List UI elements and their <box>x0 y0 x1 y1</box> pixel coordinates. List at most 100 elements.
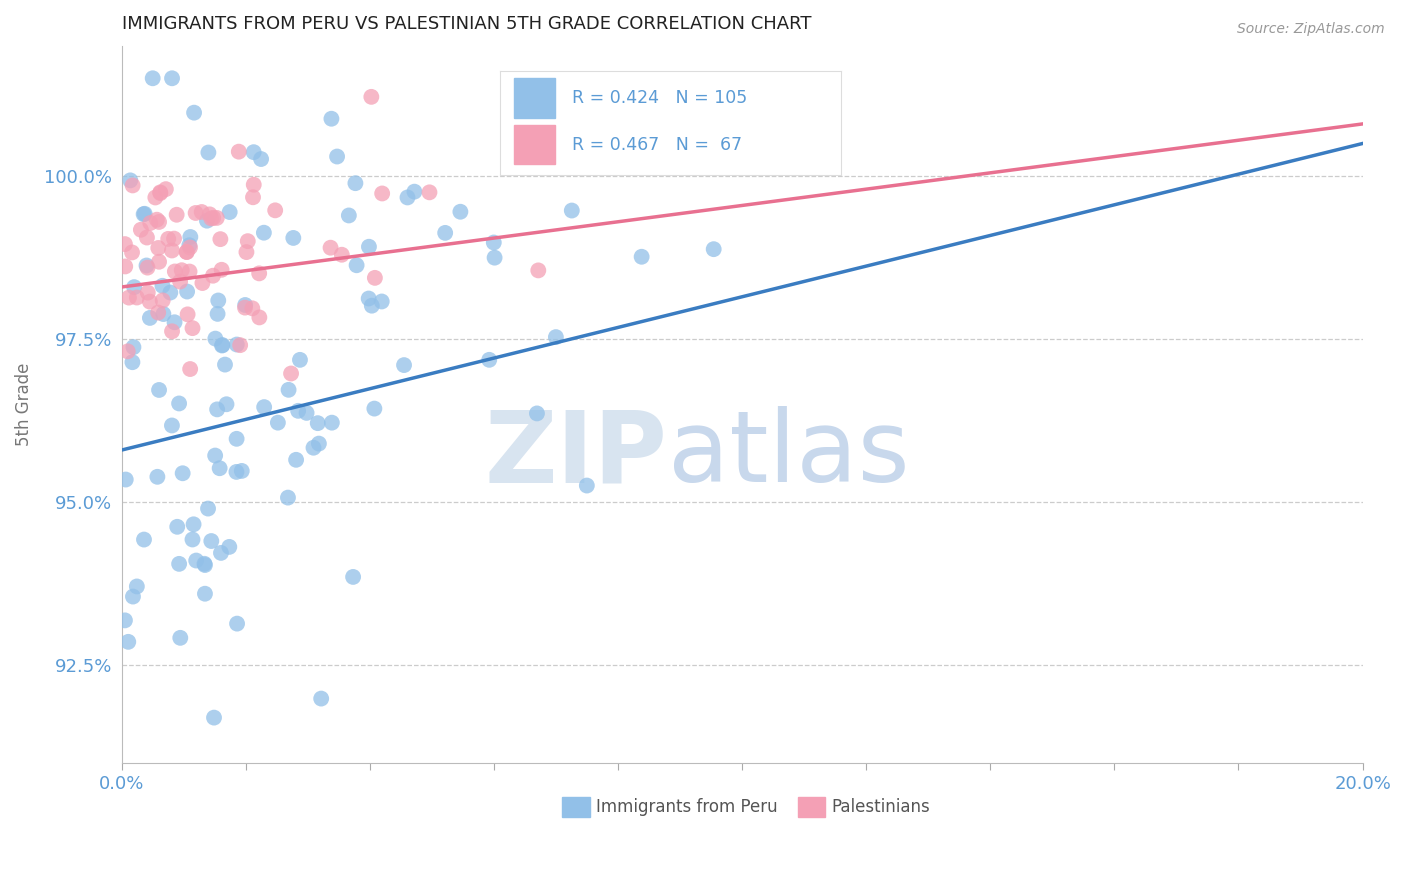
Point <box>191 276 214 290</box>
Point <box>190 205 212 219</box>
Bar <box>799 797 825 817</box>
Point <box>205 402 228 417</box>
Point <box>200 211 222 226</box>
Point <box>321 112 343 126</box>
Point <box>396 190 419 204</box>
Point <box>207 293 229 308</box>
Point <box>277 491 299 505</box>
Point <box>201 268 224 283</box>
Point <box>344 176 367 190</box>
Point <box>183 517 205 532</box>
Point <box>319 241 342 255</box>
Point <box>121 355 143 369</box>
Text: Palestinians: Palestinians <box>831 797 931 816</box>
Point <box>308 436 330 450</box>
Point <box>176 307 198 321</box>
Point <box>122 280 145 294</box>
Point <box>176 285 198 299</box>
Point <box>482 235 505 250</box>
Point <box>125 579 148 593</box>
Point <box>193 557 215 571</box>
Point <box>371 186 394 201</box>
Point <box>122 340 145 354</box>
Point <box>136 285 159 300</box>
Point <box>360 90 382 104</box>
Point <box>703 242 725 256</box>
Point <box>166 208 188 222</box>
Point <box>148 241 170 255</box>
Point <box>169 275 191 289</box>
Point <box>285 452 308 467</box>
Point <box>159 285 181 300</box>
Point <box>209 232 232 246</box>
Point <box>176 244 198 259</box>
Point <box>231 464 253 478</box>
Point <box>129 223 152 237</box>
Point <box>143 190 166 204</box>
Point <box>247 310 270 325</box>
Point <box>211 338 233 352</box>
Point <box>307 416 329 430</box>
Point <box>233 298 256 312</box>
Point <box>208 461 231 475</box>
Point <box>183 105 205 120</box>
Point <box>209 546 232 560</box>
Point <box>225 432 247 446</box>
Point <box>527 263 550 277</box>
Point <box>233 301 256 315</box>
Point <box>342 570 364 584</box>
Point <box>204 332 226 346</box>
Text: Immigrants from Peru: Immigrants from Peru <box>596 797 778 816</box>
Point <box>247 266 270 280</box>
Point <box>593 161 616 175</box>
Point <box>149 186 172 201</box>
Point <box>225 465 247 479</box>
Point <box>242 178 264 192</box>
Point <box>561 203 583 218</box>
Point <box>155 182 177 196</box>
Bar <box>562 797 589 817</box>
Point <box>139 294 162 309</box>
Point <box>152 293 174 308</box>
Point <box>202 711 225 725</box>
Point <box>114 613 136 627</box>
Point <box>218 205 240 219</box>
Point <box>132 207 155 221</box>
Point <box>267 416 290 430</box>
Point <box>205 211 228 225</box>
Point <box>148 254 170 268</box>
Point <box>136 260 159 275</box>
Text: ZIP: ZIP <box>485 406 668 503</box>
Point <box>139 216 162 230</box>
Point <box>253 400 276 414</box>
Point <box>166 520 188 534</box>
Point <box>434 226 457 240</box>
Point <box>146 212 169 227</box>
Point <box>114 237 136 252</box>
Point <box>215 397 238 411</box>
Point <box>136 230 159 244</box>
Point <box>194 558 217 572</box>
Point <box>283 231 305 245</box>
Point <box>225 337 247 351</box>
Point <box>142 71 165 86</box>
Point <box>172 467 194 481</box>
Point <box>121 178 143 193</box>
Point <box>478 352 501 367</box>
Point <box>152 278 174 293</box>
Point <box>211 262 233 277</box>
Text: atlas: atlas <box>668 406 910 503</box>
Point <box>125 291 148 305</box>
Point <box>114 473 136 487</box>
Text: Source: ZipAtlas.com: Source: ZipAtlas.com <box>1237 22 1385 37</box>
Point <box>122 590 145 604</box>
Point <box>484 251 506 265</box>
Point <box>176 245 198 260</box>
Point <box>364 270 387 285</box>
Y-axis label: 5th Grade: 5th Grade <box>15 363 32 446</box>
Point <box>360 299 382 313</box>
Point <box>228 145 250 159</box>
Point <box>146 470 169 484</box>
Point <box>202 211 225 225</box>
Point <box>167 396 190 410</box>
